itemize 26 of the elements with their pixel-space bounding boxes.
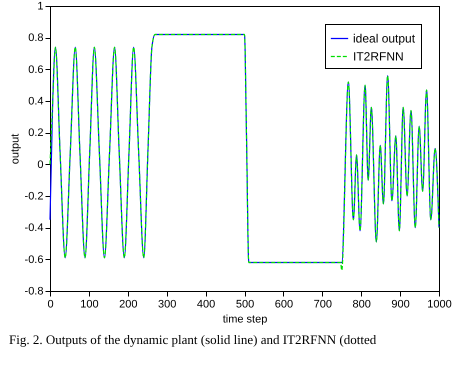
x-tick-label: 200 [119, 298, 138, 310]
x-tick-label: 600 [274, 298, 294, 310]
x-tick-label: 400 [196, 298, 216, 310]
x-tick-label: 300 [158, 298, 176, 310]
x-axis-title: time step [222, 314, 268, 326]
y-tick-label: 0.6 [28, 64, 44, 76]
y-tick-label: 0 [37, 158, 44, 171]
y-tick-label: -0.2 [24, 190, 44, 202]
y-tick-label: -0.4 [24, 222, 44, 234]
x-tick-label: 100 [80, 298, 99, 310]
x-tick-label: 0 [47, 298, 54, 310]
x-tick-label: 800 [352, 298, 371, 310]
legend-label: IT2RFNN [353, 50, 404, 64]
x-tick-label: 500 [236, 298, 254, 310]
y-tick-label: -0.6 [24, 254, 44, 266]
y-tick-label: 0.4 [28, 96, 44, 108]
y-axis-title: output [10, 134, 22, 164]
x-tick-label: 900 [391, 298, 410, 310]
y-tick-label: 0.2 [28, 127, 44, 140]
x-tick-label: 1000 [427, 298, 452, 310]
caption: Fig. 2. Outputs of the dynamic plant (solid line) and IT2RFNN (dotted [9, 332, 377, 347]
y-tick-label: 0.8 [28, 32, 44, 44]
y-tick-label: -0.8 [24, 286, 44, 298]
x-tick-label: 700 [314, 298, 332, 310]
legend-label: ideal output [353, 32, 416, 46]
y-tick-label: 1 [37, 0, 44, 12]
